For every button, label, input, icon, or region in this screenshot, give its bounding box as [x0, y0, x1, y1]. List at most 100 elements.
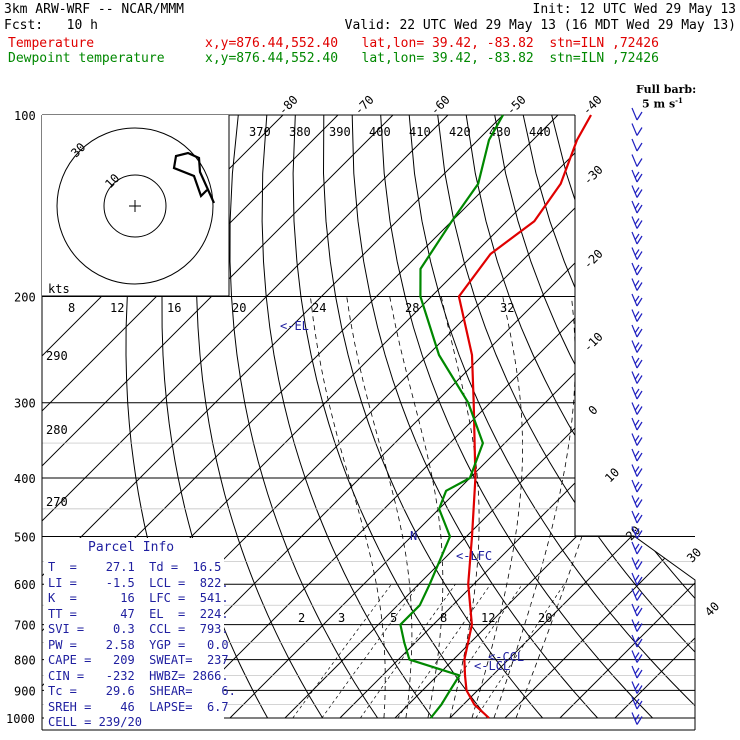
dry-adiabat-line — [494, 115, 695, 719]
theta-e-tick-label: 400 — [369, 125, 391, 139]
dry-adiabat-line — [665, 115, 695, 719]
wind-barb — [631, 588, 643, 601]
hodograph-ring-outer — [56, 127, 214, 285]
mixing-ratio-tick-label: 32 — [500, 301, 514, 315]
pressure-tick-label: 500 — [14, 530, 36, 544]
theta-tick-label: 290 — [46, 349, 68, 363]
right-temp-tick-label: -10 — [581, 330, 606, 355]
moist-adiabat-line — [346, 296, 413, 719]
wind-barb — [631, 495, 643, 508]
dewpoint-legend-label: Dewpoint temperature — [8, 51, 165, 66]
ccl-annotation: <-CCL — [488, 650, 524, 664]
dry-adiabat-line — [608, 115, 695, 719]
parcel-info-row: K = 16 LFC = 541. — [48, 591, 229, 605]
moist-adiabat-line — [493, 296, 576, 719]
isotherm-line — [449, 115, 695, 719]
pressure-tick-label: 1000 — [6, 712, 35, 726]
wind-barb — [631, 324, 643, 338]
init-time: Init: 12 UTC Wed 29 May 13 — [532, 2, 737, 17]
parcel-info-title: Parcel Info — [88, 540, 175, 555]
isotherm-line — [394, 115, 695, 719]
pressure-tick-label: 800 — [14, 654, 36, 668]
dewpoint-profile-line — [399, 114, 504, 719]
dry-adiabat-line — [693, 115, 695, 719]
right-temp-tick-label: 40 — [702, 599, 722, 619]
wind-barb — [631, 123, 643, 136]
wind-barb — [631, 355, 643, 369]
pressure-tick-label: 600 — [14, 578, 36, 592]
wind-barb — [631, 309, 643, 322]
model-title: 3km ARW-WRF -- NCAR/MMM — [4, 2, 185, 17]
dry-adiabat-line — [636, 115, 695, 719]
top-temp-tick-label: -50 — [504, 93, 529, 118]
mixing-ratio-tick-label: 28 — [405, 301, 419, 315]
isotherm-line — [42, 115, 339, 719]
wind-barb — [631, 479, 643, 493]
wind-barb — [631, 541, 643, 555]
theta-e-tick-label: 390 — [329, 125, 351, 139]
wind-barb — [631, 138, 643, 152]
mixing-ratio-tick-label-lower: 20 — [538, 611, 552, 625]
wind-barb — [631, 448, 643, 462]
mixing-ratio-line — [431, 584, 523, 719]
pressure-tick-label: 400 — [14, 472, 36, 486]
right-temp-tick-label: -20 — [581, 247, 606, 272]
dry-adiabat-line — [579, 115, 695, 719]
mixing-ratio-tick-label: 24 — [312, 301, 326, 315]
hodograph-trace — [172, 151, 216, 204]
wind-barb — [631, 278, 643, 291]
theta-tick-label: 280 — [46, 423, 68, 437]
wind-barb — [631, 603, 643, 617]
right-temp-tick-label: 30 — [684, 545, 704, 565]
wind-barb — [631, 526, 643, 539]
wind-barb — [631, 386, 643, 400]
parcel-info-row: T = 27.1 Td = 16.5 — [48, 560, 222, 574]
wind-barb — [631, 340, 643, 353]
dewpoint-location: x,y=876.44,552.40 lat,lon= 39.42, -83.82… — [205, 51, 659, 66]
wind-barbs-column — [631, 107, 643, 725]
isotherm-line — [42, 115, 394, 719]
top-temp-tick-label: -60 — [428, 93, 453, 118]
hodograph-ring-inner — [103, 174, 167, 238]
right-temp-tick-label: 0 — [586, 403, 601, 418]
wind-barb — [631, 216, 643, 229]
isotherm-line — [42, 115, 504, 719]
isotherm-line — [229, 115, 695, 719]
wind-barb — [631, 665, 643, 679]
wind-barb — [631, 712, 643, 725]
wind-barb — [631, 231, 643, 245]
pressure-tick-label: 300 — [14, 397, 36, 411]
top-temp-tick-label: -70 — [352, 93, 377, 118]
wind-barb — [631, 247, 643, 260]
wind-legend-value: 5 m s — [642, 97, 676, 111]
wind-barb — [631, 154, 643, 167]
wind-barb — [631, 557, 643, 570]
right-temp-tick-label: 10 — [602, 465, 622, 485]
moist-adiabat-line — [310, 296, 386, 719]
isotherm-line — [559, 115, 695, 719]
wind-barb — [631, 200, 643, 214]
dry-adiabat-line — [292, 115, 488, 719]
forecast-hour: Fcst: 10 h — [4, 18, 98, 33]
wind-barb — [631, 402, 643, 415]
el-annotation: <-EL — [280, 319, 309, 333]
dry-adiabat-line — [229, 115, 379, 719]
wind-legend-title: Full barb: — [636, 83, 697, 96]
top-temp-tick-label: -40 — [580, 93, 605, 118]
parcel-info-row: CELL = 239/20 — [48, 715, 142, 729]
parcel-info-row: Tc = 29.6 SHEAR= 6. — [48, 684, 236, 698]
right-temp-tick-label: -30 — [581, 163, 606, 188]
wind-barb — [631, 262, 643, 276]
wind-barb — [631, 417, 643, 431]
isotherm-line — [174, 115, 695, 719]
valid-time: Valid: 22 UTC Wed 29 May 13 (16 MDT Wed … — [344, 18, 736, 33]
mixing-ratio-tick-label: 8 — [68, 301, 75, 315]
wind-barb — [631, 169, 643, 183]
wind-barb — [631, 433, 643, 446]
wind-barb — [631, 510, 643, 524]
theta-e-tick-label: 420 — [449, 125, 471, 139]
mixing-ratio-line — [475, 584, 565, 719]
mixing-ratio-tick-label-lower: 5 — [390, 611, 397, 625]
parcel-info-row: PW = 2.58 YGP = 0.0 — [48, 637, 229, 652]
top-temp-tick-label: -80 — [276, 93, 301, 118]
